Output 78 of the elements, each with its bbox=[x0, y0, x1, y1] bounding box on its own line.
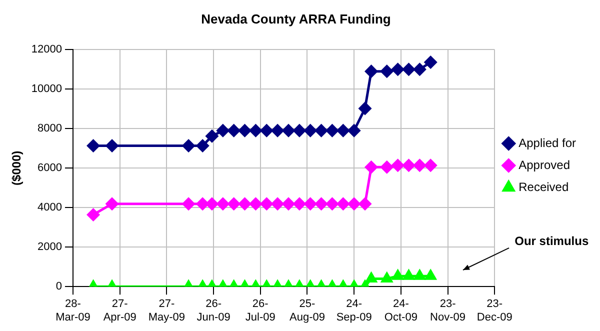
point bbox=[315, 124, 328, 137]
point bbox=[304, 124, 317, 137]
point bbox=[365, 65, 378, 78]
legend-label: Applied for bbox=[518, 136, 576, 150]
point bbox=[282, 198, 295, 210]
point bbox=[260, 124, 273, 137]
point bbox=[206, 198, 218, 210]
x-tick-label: 24-Oct-09 bbox=[384, 298, 418, 324]
chart-title: Nevada County ARRA Funding bbox=[201, 11, 391, 26]
x-tick-label: 26-Jun-09 bbox=[196, 298, 230, 324]
point bbox=[403, 270, 414, 280]
y-tick-label: 12000 bbox=[31, 44, 62, 56]
point bbox=[182, 140, 195, 152]
point bbox=[348, 198, 360, 210]
point bbox=[402, 159, 415, 172]
point bbox=[206, 130, 218, 142]
y-tick-label: 10000 bbox=[31, 83, 62, 96]
y-tick-label: 4000 bbox=[38, 202, 62, 214]
x-tick-label: 26-Jul-09 bbox=[245, 298, 276, 324]
point bbox=[348, 124, 360, 137]
x-tick-label: 27-May-09 bbox=[148, 298, 186, 324]
point bbox=[392, 270, 404, 280]
point bbox=[366, 272, 377, 282]
point bbox=[271, 124, 284, 137]
point bbox=[336, 198, 350, 210]
point bbox=[358, 198, 372, 210]
x-tick-label: 28-Mar-09 bbox=[56, 298, 90, 324]
point bbox=[402, 63, 415, 76]
point bbox=[365, 160, 378, 174]
point bbox=[238, 124, 252, 137]
point bbox=[326, 198, 338, 210]
point bbox=[216, 124, 230, 137]
point bbox=[249, 198, 262, 210]
point bbox=[87, 140, 100, 152]
point bbox=[196, 140, 209, 152]
point bbox=[304, 198, 317, 210]
legend-label: Approved bbox=[518, 158, 570, 172]
point bbox=[293, 198, 306, 210]
point bbox=[358, 102, 372, 115]
point bbox=[271, 198, 284, 210]
point bbox=[260, 198, 273, 210]
y-tick-label: 2000 bbox=[38, 241, 62, 254]
point bbox=[336, 124, 350, 137]
point bbox=[424, 159, 437, 172]
point bbox=[392, 159, 404, 172]
x-tick-label: 27-Apr-09 bbox=[103, 298, 136, 324]
x-tick-label: 23-Dec-09 bbox=[476, 298, 512, 324]
point bbox=[282, 124, 295, 137]
point bbox=[228, 198, 240, 210]
point bbox=[413, 63, 426, 76]
point bbox=[249, 124, 262, 137]
point bbox=[380, 65, 394, 78]
point bbox=[106, 198, 118, 210]
y-tick-label: 8000 bbox=[38, 122, 62, 135]
point bbox=[106, 140, 118, 152]
point bbox=[216, 198, 230, 210]
y-tick-label: 0 bbox=[56, 280, 62, 293]
x-tick-label: 23-Nov-09 bbox=[430, 298, 466, 324]
point bbox=[425, 270, 436, 280]
x-tick-label: 24-Sep-09 bbox=[336, 298, 372, 324]
point bbox=[238, 198, 252, 210]
y-axis-title: ($000) bbox=[10, 150, 24, 186]
text: Our stimulus bbox=[514, 234, 589, 248]
y-tick-label: 6000 bbox=[38, 162, 62, 174]
point bbox=[326, 124, 338, 137]
point bbox=[392, 63, 404, 76]
point bbox=[381, 272, 392, 282]
point bbox=[293, 124, 306, 137]
point bbox=[414, 270, 426, 280]
point bbox=[228, 124, 240, 137]
point bbox=[182, 198, 195, 210]
legend-label: Received bbox=[518, 180, 569, 194]
point bbox=[413, 159, 426, 172]
point bbox=[196, 198, 209, 210]
point bbox=[380, 160, 394, 174]
point bbox=[315, 198, 328, 210]
point bbox=[87, 208, 100, 221]
x-tick-label: 25-Aug-09 bbox=[289, 298, 325, 324]
